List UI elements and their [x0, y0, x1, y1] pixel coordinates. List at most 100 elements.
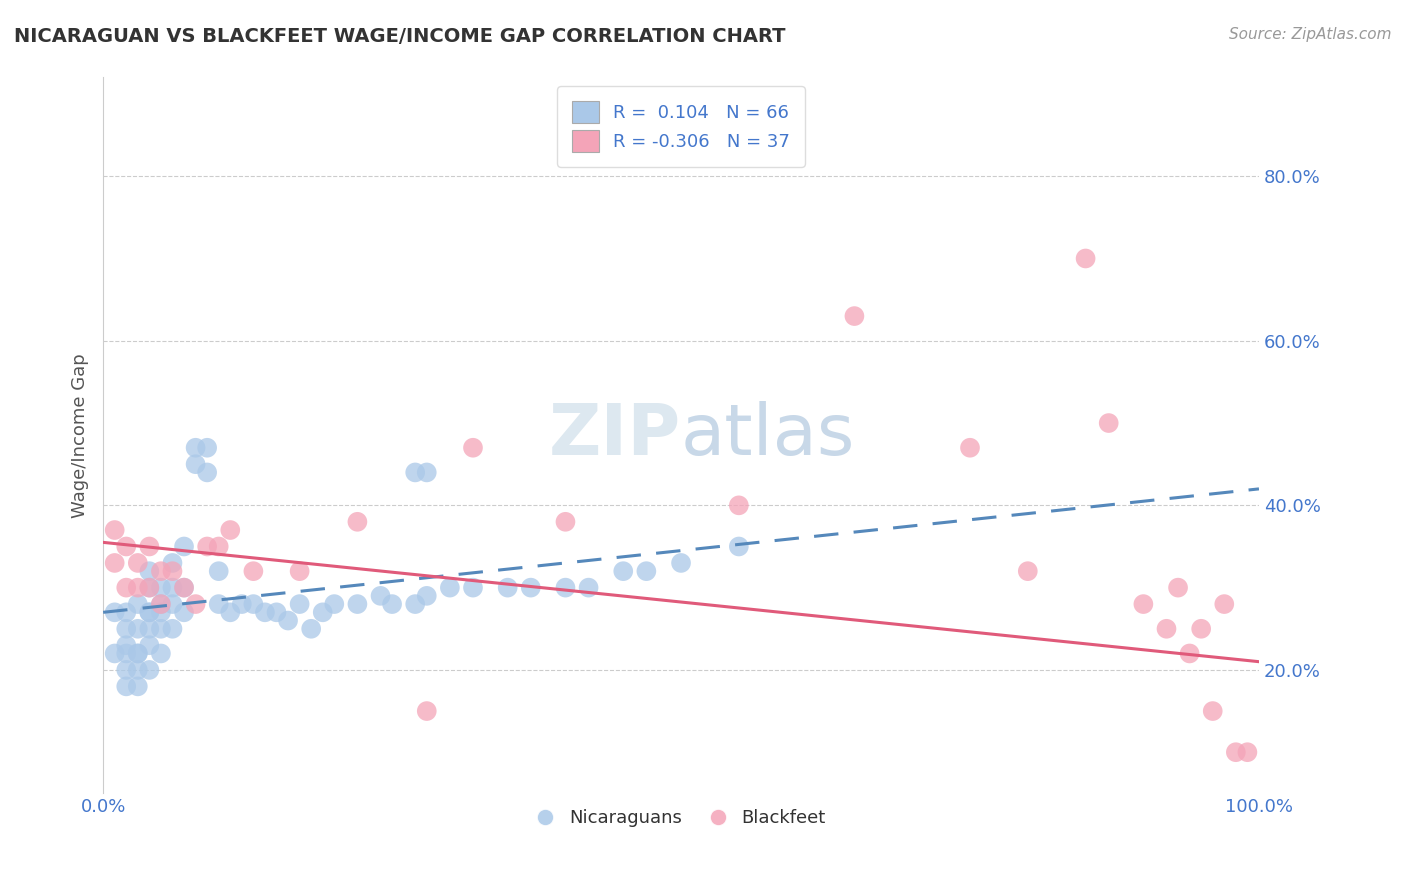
- Point: [173, 605, 195, 619]
- Point: [195, 441, 218, 455]
- Point: [208, 540, 231, 554]
- Point: [242, 564, 264, 578]
- Point: [127, 647, 149, 661]
- Point: [461, 441, 484, 455]
- Point: [1156, 622, 1178, 636]
- Point: [844, 309, 866, 323]
- Point: [162, 597, 184, 611]
- Point: [404, 597, 426, 611]
- Text: atlas: atlas: [681, 401, 855, 470]
- Point: [184, 441, 207, 455]
- Point: [727, 499, 749, 513]
- Text: ZIP: ZIP: [548, 401, 681, 470]
- Point: [1213, 597, 1236, 611]
- Point: [104, 605, 127, 619]
- Point: [312, 605, 335, 619]
- Point: [208, 597, 231, 611]
- Point: [138, 564, 160, 578]
- Point: [138, 581, 160, 595]
- Point: [439, 581, 461, 595]
- Point: [162, 581, 184, 595]
- Point: [173, 581, 195, 595]
- Point: [370, 589, 392, 603]
- Point: [346, 515, 368, 529]
- Point: [149, 597, 172, 611]
- Point: [1225, 745, 1247, 759]
- Point: [162, 564, 184, 578]
- Point: [959, 441, 981, 455]
- Point: [1098, 416, 1121, 430]
- Point: [127, 663, 149, 677]
- Point: [1178, 647, 1201, 661]
- Point: [127, 556, 149, 570]
- Point: [1167, 581, 1189, 595]
- Point: [138, 581, 160, 595]
- Point: [416, 466, 439, 480]
- Point: [115, 663, 138, 677]
- Point: [115, 622, 138, 636]
- Point: [138, 622, 160, 636]
- Point: [115, 605, 138, 619]
- Point: [288, 564, 311, 578]
- Point: [162, 622, 184, 636]
- Point: [149, 605, 172, 619]
- Point: [323, 597, 346, 611]
- Point: [104, 523, 127, 537]
- Point: [104, 556, 127, 570]
- Point: [219, 523, 242, 537]
- Point: [115, 638, 138, 652]
- Point: [299, 622, 322, 636]
- Point: [1202, 704, 1225, 718]
- Point: [127, 597, 149, 611]
- Point: [115, 647, 138, 661]
- Point: [253, 605, 276, 619]
- Point: [612, 564, 634, 578]
- Point: [138, 638, 160, 652]
- Point: [416, 589, 439, 603]
- Point: [149, 622, 172, 636]
- Point: [381, 597, 404, 611]
- Point: [127, 622, 149, 636]
- Text: NICARAGUAN VS BLACKFEET WAGE/INCOME GAP CORRELATION CHART: NICARAGUAN VS BLACKFEET WAGE/INCOME GAP …: [14, 27, 786, 45]
- Point: [138, 663, 160, 677]
- Point: [149, 647, 172, 661]
- Point: [277, 614, 299, 628]
- Point: [138, 605, 160, 619]
- Point: [208, 564, 231, 578]
- Point: [173, 581, 195, 595]
- Point: [115, 581, 138, 595]
- Point: [162, 556, 184, 570]
- Point: [195, 540, 218, 554]
- Point: [231, 597, 253, 611]
- Point: [416, 704, 439, 718]
- Point: [636, 564, 658, 578]
- Point: [184, 597, 207, 611]
- Point: [242, 597, 264, 611]
- Legend: Nicaraguans, Blackfeet: Nicaraguans, Blackfeet: [529, 802, 832, 834]
- Point: [554, 581, 576, 595]
- Point: [520, 581, 543, 595]
- Point: [1236, 745, 1258, 759]
- Point: [554, 515, 576, 529]
- Point: [149, 581, 172, 595]
- Point: [461, 581, 484, 595]
- Y-axis label: Wage/Income Gap: Wage/Income Gap: [72, 353, 89, 517]
- Point: [104, 647, 127, 661]
- Point: [288, 597, 311, 611]
- Point: [1132, 597, 1154, 611]
- Point: [496, 581, 519, 595]
- Point: [138, 605, 160, 619]
- Point: [173, 540, 195, 554]
- Point: [149, 564, 172, 578]
- Point: [727, 540, 749, 554]
- Text: Source: ZipAtlas.com: Source: ZipAtlas.com: [1229, 27, 1392, 42]
- Point: [404, 466, 426, 480]
- Point: [149, 597, 172, 611]
- Point: [266, 605, 288, 619]
- Point: [219, 605, 242, 619]
- Point: [184, 457, 207, 471]
- Point: [1189, 622, 1212, 636]
- Point: [115, 679, 138, 693]
- Point: [578, 581, 600, 595]
- Point: [138, 540, 160, 554]
